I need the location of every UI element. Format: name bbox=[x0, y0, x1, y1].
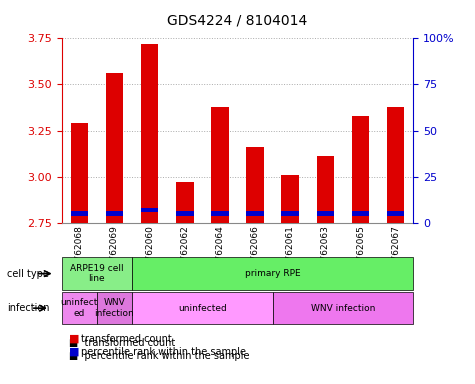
Bar bbox=[141, 207, 158, 212]
Bar bbox=[176, 182, 194, 223]
Text: WNV
infection: WNV infection bbox=[95, 298, 134, 318]
Bar bbox=[71, 123, 88, 223]
Text: ■  percentile rank within the sample: ■ percentile rank within the sample bbox=[69, 351, 249, 361]
Text: cell type: cell type bbox=[7, 268, 49, 279]
Text: ■: ■ bbox=[69, 347, 79, 357]
Text: ARPE19 cell
line: ARPE19 cell line bbox=[70, 264, 124, 283]
Bar bbox=[211, 211, 228, 216]
Text: uninfect
ed: uninfect ed bbox=[61, 298, 98, 318]
Bar bbox=[281, 211, 299, 216]
Text: primary RPE: primary RPE bbox=[245, 269, 301, 278]
Bar bbox=[105, 211, 124, 216]
Bar bbox=[247, 211, 264, 216]
Bar bbox=[141, 44, 158, 223]
Bar bbox=[281, 175, 299, 223]
Bar bbox=[387, 211, 404, 216]
Text: GDS4224 / 8104014: GDS4224 / 8104014 bbox=[167, 13, 308, 27]
Text: percentile rank within the sample: percentile rank within the sample bbox=[81, 347, 246, 357]
Bar bbox=[105, 73, 124, 223]
Text: WNV infection: WNV infection bbox=[311, 304, 375, 313]
Bar bbox=[247, 147, 264, 223]
Text: transformed count: transformed count bbox=[81, 334, 171, 344]
Text: uninfected: uninfected bbox=[178, 304, 227, 313]
Text: infection: infection bbox=[7, 303, 49, 313]
Bar bbox=[352, 211, 369, 216]
Text: ■  transformed count: ■ transformed count bbox=[69, 338, 175, 348]
Bar bbox=[176, 211, 194, 216]
Bar bbox=[316, 211, 334, 216]
Bar bbox=[211, 107, 228, 223]
Bar bbox=[316, 156, 334, 223]
Bar bbox=[352, 116, 369, 223]
Bar bbox=[71, 211, 88, 216]
Bar bbox=[387, 107, 404, 223]
Text: ■: ■ bbox=[69, 334, 79, 344]
